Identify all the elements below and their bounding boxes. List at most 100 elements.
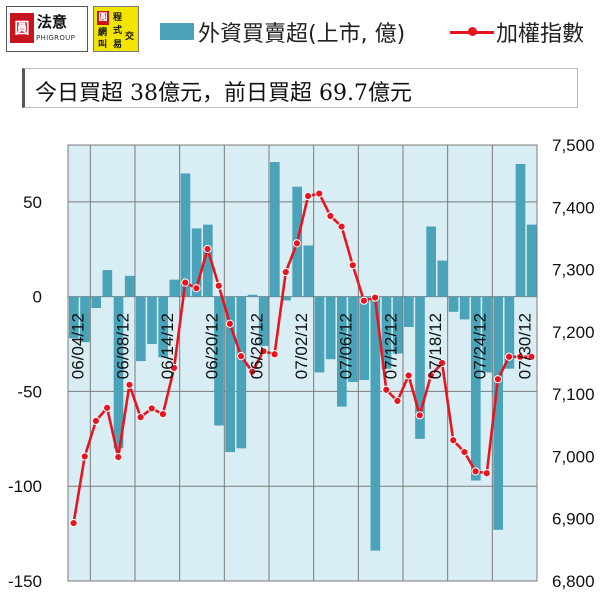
index-point xyxy=(69,518,78,528)
bar xyxy=(69,296,79,339)
summary-text: 今日買超 38億元，前日買超 69.7億元 xyxy=(35,81,412,106)
legend-line-label: 加權指數 xyxy=(496,22,585,47)
index-point xyxy=(80,452,89,461)
bar xyxy=(426,226,436,297)
right-axis-tick-label: 7,400 xyxy=(552,198,595,217)
bar xyxy=(180,173,191,297)
summary-box: 今日買超 38億元，前日買超 69.7億元 xyxy=(22,68,578,108)
bar xyxy=(102,270,113,297)
bar xyxy=(359,296,369,381)
bar xyxy=(515,163,526,297)
index-point xyxy=(449,436,458,445)
index-point xyxy=(337,222,346,231)
bar xyxy=(448,296,459,312)
index-point xyxy=(281,267,290,277)
logo-b-char: 式 xyxy=(113,26,123,36)
bar xyxy=(392,296,403,354)
right-axis-tick-label: 7,100 xyxy=(552,385,595,404)
index-point xyxy=(270,350,279,359)
legend-bar-swatch xyxy=(160,23,194,40)
legend-line-marker xyxy=(468,27,477,36)
index-point xyxy=(236,352,246,361)
logo-seal: 圓 xyxy=(10,13,34,43)
index-point xyxy=(504,352,514,361)
bar xyxy=(281,296,291,301)
index-point xyxy=(426,371,436,380)
left-axis-tick-label: -150 xyxy=(8,572,42,591)
index-point xyxy=(415,411,424,420)
bar xyxy=(493,296,503,530)
index-point xyxy=(114,452,123,462)
date-tick-label: 07/02/12 xyxy=(292,313,311,379)
index-point xyxy=(393,396,402,406)
bar xyxy=(482,296,492,373)
bar xyxy=(415,296,425,439)
bar xyxy=(437,260,448,297)
index-point xyxy=(348,261,357,270)
bar xyxy=(270,162,280,297)
index-point xyxy=(437,358,447,368)
date-tick-label: 06/26/12 xyxy=(247,313,266,379)
bar xyxy=(381,296,392,369)
date-tick-label: 06/14/12 xyxy=(158,313,177,379)
index-point xyxy=(225,319,235,328)
bar xyxy=(147,296,157,345)
index-point xyxy=(102,403,112,412)
index-point xyxy=(370,293,380,302)
bar xyxy=(225,296,235,453)
right-axis-tick-label: 6,800 xyxy=(552,572,595,591)
index-point xyxy=(359,296,369,305)
index-point xyxy=(516,352,525,361)
logo-b-char: 程 xyxy=(113,13,123,23)
logo-title: 法意 xyxy=(37,13,68,31)
date-tick-label: 07/30/12 xyxy=(515,313,534,379)
right-axis-tick-label: 7,300 xyxy=(552,261,595,280)
left-axis-tick-label: -100 xyxy=(8,477,42,496)
bar xyxy=(504,296,515,369)
right-axis-tick-label: 7,000 xyxy=(552,447,595,466)
bar xyxy=(303,245,314,297)
bar xyxy=(191,228,202,297)
bar xyxy=(314,296,325,373)
logo-b-char: 叫 xyxy=(98,40,108,50)
logo-b-char: 易 xyxy=(113,40,123,50)
bar xyxy=(337,296,347,407)
index-point xyxy=(292,239,302,248)
index-point xyxy=(404,371,413,380)
index-point xyxy=(493,375,503,384)
index-point xyxy=(147,404,156,413)
index-point xyxy=(125,380,134,389)
index-point xyxy=(259,347,268,356)
date-tick-label: 07/06/12 xyxy=(337,313,356,379)
bar xyxy=(370,296,381,551)
bar xyxy=(91,296,101,309)
index-point xyxy=(382,385,391,394)
bar xyxy=(136,296,146,362)
bar xyxy=(158,296,168,358)
bar xyxy=(526,224,537,297)
bar xyxy=(348,296,358,382)
date-tick-label: 07/18/12 xyxy=(426,313,445,379)
bar xyxy=(471,296,481,481)
index-point xyxy=(158,409,168,419)
logo-b-char: 網 xyxy=(98,28,108,38)
bar xyxy=(203,224,213,297)
legend-bar-label: 外資買賣超(上市, 億) xyxy=(198,22,406,47)
program-trading-logo: 圓 程 網 式 叫 交 易 xyxy=(93,6,139,52)
date-tick-label: 07/24/12 xyxy=(471,313,490,379)
bar xyxy=(459,296,470,320)
bar xyxy=(247,294,258,297)
index-point xyxy=(326,211,335,221)
date-tick-label: 06/04/12 xyxy=(69,313,88,379)
bar xyxy=(214,296,224,426)
date-tick-label: 06/20/12 xyxy=(203,313,222,379)
phigroup-logo: 圓 法意 PHIGROUP xyxy=(6,6,88,52)
bar xyxy=(258,296,269,346)
index-point xyxy=(169,363,179,373)
index-point xyxy=(248,367,257,376)
bar xyxy=(236,296,247,449)
right-axis-tick-label: 7,200 xyxy=(552,323,595,342)
index-point xyxy=(460,447,469,457)
index-point xyxy=(303,191,313,201)
